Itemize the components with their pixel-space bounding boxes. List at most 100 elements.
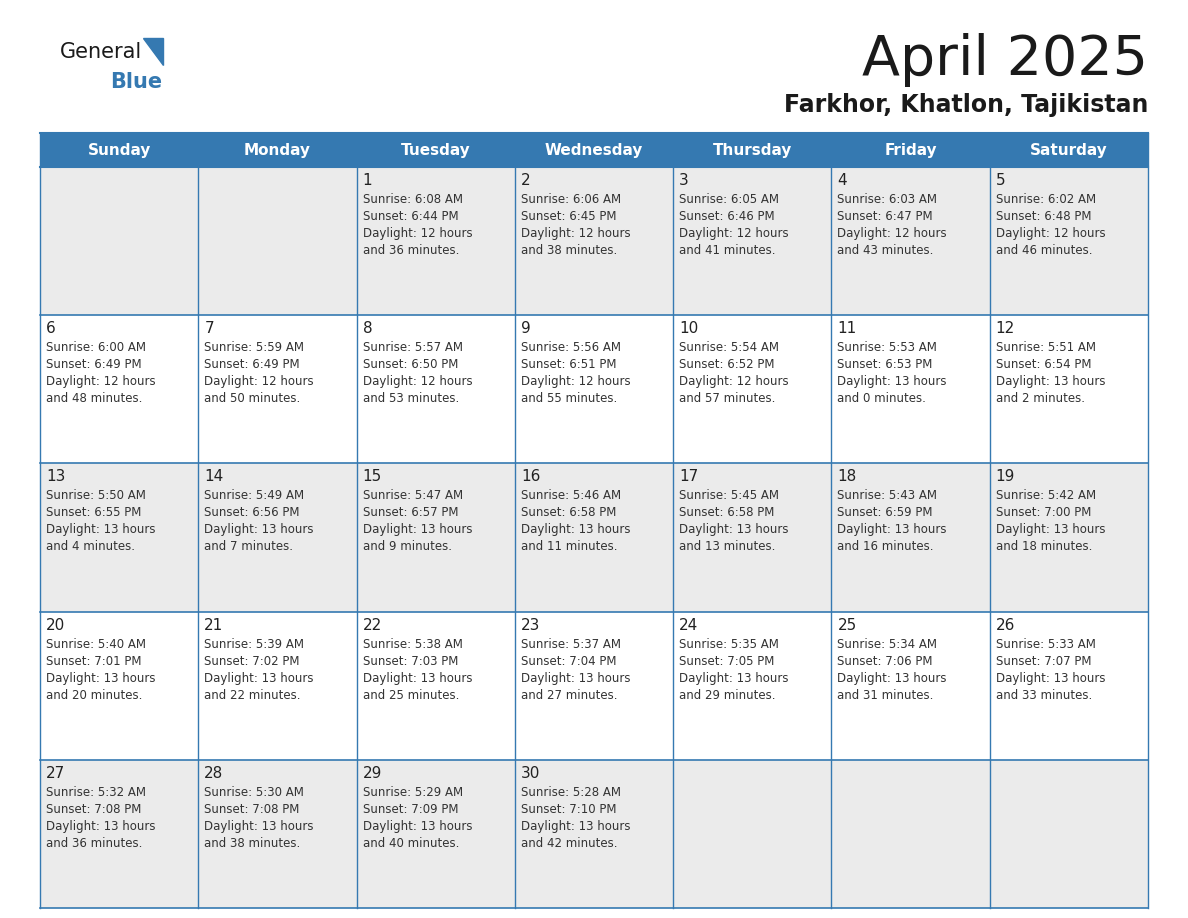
Text: Sunset: 7:00 PM: Sunset: 7:00 PM bbox=[996, 507, 1091, 520]
Text: Wednesday: Wednesday bbox=[545, 142, 643, 158]
Bar bbox=[40, 611, 1148, 760]
Text: Sunset: 6:55 PM: Sunset: 6:55 PM bbox=[46, 507, 141, 520]
Text: and 50 minutes.: and 50 minutes. bbox=[204, 392, 301, 405]
Text: 12: 12 bbox=[996, 321, 1015, 336]
Bar bbox=[40, 464, 1148, 611]
Text: Daylight: 13 hours: Daylight: 13 hours bbox=[680, 672, 789, 685]
Text: and 4 minutes.: and 4 minutes. bbox=[46, 541, 135, 554]
Text: Sunset: 7:04 PM: Sunset: 7:04 PM bbox=[520, 655, 617, 667]
Text: and 20 minutes.: and 20 minutes. bbox=[46, 688, 143, 701]
Text: Daylight: 13 hours: Daylight: 13 hours bbox=[520, 523, 631, 536]
Text: 21: 21 bbox=[204, 618, 223, 633]
Text: Sunset: 7:10 PM: Sunset: 7:10 PM bbox=[520, 803, 617, 816]
Bar bbox=[40, 760, 1148, 908]
Text: Daylight: 13 hours: Daylight: 13 hours bbox=[46, 820, 156, 833]
Text: Sunrise: 5:45 AM: Sunrise: 5:45 AM bbox=[680, 489, 779, 502]
Text: Sunrise: 6:02 AM: Sunrise: 6:02 AM bbox=[996, 193, 1095, 206]
Text: Sunset: 6:51 PM: Sunset: 6:51 PM bbox=[520, 358, 617, 371]
Text: and 43 minutes.: and 43 minutes. bbox=[838, 244, 934, 257]
Text: Daylight: 13 hours: Daylight: 13 hours bbox=[996, 375, 1105, 388]
Text: Daylight: 13 hours: Daylight: 13 hours bbox=[204, 523, 314, 536]
Text: Daylight: 12 hours: Daylight: 12 hours bbox=[362, 375, 472, 388]
Text: 20: 20 bbox=[46, 618, 65, 633]
Text: Thursday: Thursday bbox=[713, 142, 792, 158]
Text: Sunset: 6:54 PM: Sunset: 6:54 PM bbox=[996, 358, 1092, 371]
Text: 7: 7 bbox=[204, 321, 214, 336]
Text: Sunset: 6:58 PM: Sunset: 6:58 PM bbox=[680, 507, 775, 520]
Text: Sunrise: 5:29 AM: Sunrise: 5:29 AM bbox=[362, 786, 462, 799]
Text: 26: 26 bbox=[996, 618, 1015, 633]
Text: Friday: Friday bbox=[884, 142, 937, 158]
Text: 17: 17 bbox=[680, 469, 699, 485]
Text: Daylight: 12 hours: Daylight: 12 hours bbox=[996, 227, 1105, 240]
Text: and 29 minutes.: and 29 minutes. bbox=[680, 688, 776, 701]
Text: Sunrise: 5:59 AM: Sunrise: 5:59 AM bbox=[204, 341, 304, 354]
Text: Sunrise: 5:54 AM: Sunrise: 5:54 AM bbox=[680, 341, 779, 354]
Text: and 36 minutes.: and 36 minutes. bbox=[362, 244, 459, 257]
Text: Daylight: 12 hours: Daylight: 12 hours bbox=[680, 227, 789, 240]
Text: Daylight: 13 hours: Daylight: 13 hours bbox=[838, 672, 947, 685]
Text: Daylight: 13 hours: Daylight: 13 hours bbox=[204, 672, 314, 685]
Text: Sunset: 6:59 PM: Sunset: 6:59 PM bbox=[838, 507, 933, 520]
Text: and 2 minutes.: and 2 minutes. bbox=[996, 392, 1085, 405]
Text: and 0 minutes.: and 0 minutes. bbox=[838, 392, 927, 405]
Text: and 27 minutes.: and 27 minutes. bbox=[520, 688, 618, 701]
Text: Sunset: 6:52 PM: Sunset: 6:52 PM bbox=[680, 358, 775, 371]
Text: Farkhor, Khatlon, Tajikistan: Farkhor, Khatlon, Tajikistan bbox=[784, 93, 1148, 117]
Text: Sunset: 7:03 PM: Sunset: 7:03 PM bbox=[362, 655, 457, 667]
Text: Daylight: 12 hours: Daylight: 12 hours bbox=[680, 375, 789, 388]
Text: Daylight: 13 hours: Daylight: 13 hours bbox=[204, 820, 314, 833]
Text: Sunday: Sunday bbox=[88, 142, 151, 158]
Text: 14: 14 bbox=[204, 469, 223, 485]
Text: Sunrise: 5:32 AM: Sunrise: 5:32 AM bbox=[46, 786, 146, 799]
Text: Monday: Monday bbox=[244, 142, 311, 158]
Text: Sunrise: 5:56 AM: Sunrise: 5:56 AM bbox=[520, 341, 621, 354]
Text: Sunset: 6:58 PM: Sunset: 6:58 PM bbox=[520, 507, 617, 520]
Text: Sunset: 6:45 PM: Sunset: 6:45 PM bbox=[520, 210, 617, 223]
Text: Sunrise: 6:03 AM: Sunrise: 6:03 AM bbox=[838, 193, 937, 206]
Text: Daylight: 13 hours: Daylight: 13 hours bbox=[680, 523, 789, 536]
Text: 23: 23 bbox=[520, 618, 541, 633]
Text: Sunset: 7:02 PM: Sunset: 7:02 PM bbox=[204, 655, 299, 667]
Text: Daylight: 13 hours: Daylight: 13 hours bbox=[46, 672, 156, 685]
Text: Sunset: 6:48 PM: Sunset: 6:48 PM bbox=[996, 210, 1092, 223]
Text: General: General bbox=[61, 42, 143, 62]
Text: Sunset: 6:56 PM: Sunset: 6:56 PM bbox=[204, 507, 299, 520]
Text: Sunset: 7:08 PM: Sunset: 7:08 PM bbox=[204, 803, 299, 816]
Text: Sunrise: 5:50 AM: Sunrise: 5:50 AM bbox=[46, 489, 146, 502]
Text: Sunrise: 5:37 AM: Sunrise: 5:37 AM bbox=[520, 638, 621, 651]
Text: 30: 30 bbox=[520, 766, 541, 781]
Text: and 38 minutes.: and 38 minutes. bbox=[204, 837, 301, 850]
Text: Sunrise: 5:39 AM: Sunrise: 5:39 AM bbox=[204, 638, 304, 651]
Text: 10: 10 bbox=[680, 321, 699, 336]
Text: Sunrise: 6:00 AM: Sunrise: 6:00 AM bbox=[46, 341, 146, 354]
Text: and 9 minutes.: and 9 minutes. bbox=[362, 541, 451, 554]
Text: and 13 minutes.: and 13 minutes. bbox=[680, 541, 776, 554]
Text: and 40 minutes.: and 40 minutes. bbox=[362, 837, 459, 850]
Text: and 48 minutes.: and 48 minutes. bbox=[46, 392, 143, 405]
Text: Daylight: 13 hours: Daylight: 13 hours bbox=[520, 820, 631, 833]
Text: and 11 minutes.: and 11 minutes. bbox=[520, 541, 618, 554]
Text: and 31 minutes.: and 31 minutes. bbox=[838, 688, 934, 701]
Text: Daylight: 13 hours: Daylight: 13 hours bbox=[838, 375, 947, 388]
Text: 11: 11 bbox=[838, 321, 857, 336]
Text: Sunset: 6:46 PM: Sunset: 6:46 PM bbox=[680, 210, 775, 223]
Text: 13: 13 bbox=[46, 469, 65, 485]
Polygon shape bbox=[143, 38, 163, 65]
Text: and 36 minutes.: and 36 minutes. bbox=[46, 837, 143, 850]
Text: Sunset: 7:01 PM: Sunset: 7:01 PM bbox=[46, 655, 141, 667]
Text: Sunset: 6:49 PM: Sunset: 6:49 PM bbox=[46, 358, 141, 371]
Text: Sunset: 6:50 PM: Sunset: 6:50 PM bbox=[362, 358, 457, 371]
Text: 22: 22 bbox=[362, 618, 381, 633]
Text: 16: 16 bbox=[520, 469, 541, 485]
Bar bbox=[40, 167, 1148, 315]
Text: Sunrise: 5:47 AM: Sunrise: 5:47 AM bbox=[362, 489, 462, 502]
Text: 8: 8 bbox=[362, 321, 372, 336]
Text: and 22 minutes.: and 22 minutes. bbox=[204, 688, 301, 701]
Text: Sunrise: 5:30 AM: Sunrise: 5:30 AM bbox=[204, 786, 304, 799]
Text: and 55 minutes.: and 55 minutes. bbox=[520, 392, 617, 405]
Text: Sunset: 6:53 PM: Sunset: 6:53 PM bbox=[838, 358, 933, 371]
Text: and 57 minutes.: and 57 minutes. bbox=[680, 392, 776, 405]
Text: Sunrise: 5:28 AM: Sunrise: 5:28 AM bbox=[520, 786, 621, 799]
Text: and 42 minutes.: and 42 minutes. bbox=[520, 837, 618, 850]
